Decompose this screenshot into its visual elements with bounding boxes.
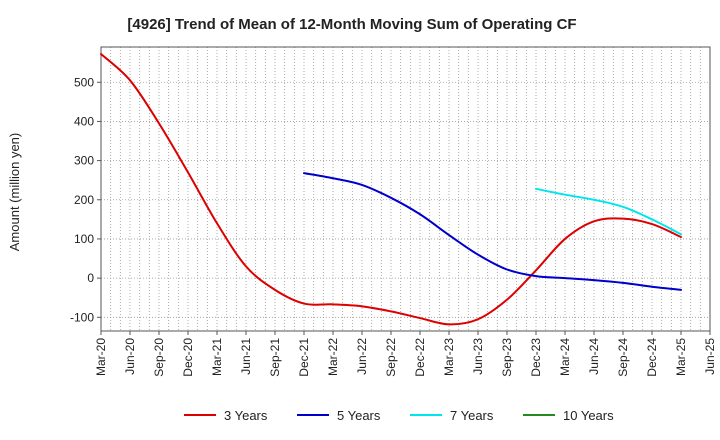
x-axis-ticks: Mar-20 Jun-20 Sep-20 Dec-20 Mar-21 Jun-21 Sep-… [94, 331, 717, 377]
x-tick-label: Jun-24 [587, 338, 601, 375]
x-tick-label: Mar-23 [442, 338, 456, 376]
y-axis-label: Amount (million yen) [7, 133, 22, 252]
x-tick-label: Dec-23 [529, 338, 543, 377]
legend: 3 Years 5 Years 7 Years 10 Years [184, 408, 614, 423]
x-tick-label: Mar-24 [558, 338, 572, 376]
series-line-5-years [303, 172, 682, 291]
x-tick-label: Jun-20 [123, 338, 137, 375]
y-tick-label: -100 [70, 310, 94, 324]
x-tick-label: Dec-22 [413, 338, 427, 377]
y-tick-label: 100 [74, 232, 94, 246]
x-tick-label: Jun-21 [239, 338, 253, 375]
x-tick-label: Sep-24 [616, 338, 630, 377]
grid [101, 47, 710, 331]
x-tick-label: Jun-23 [471, 338, 485, 375]
x-tick-label: Dec-21 [297, 338, 311, 377]
x-tick-label: Sep-20 [152, 338, 166, 377]
y-tick-label: 0 [87, 271, 94, 285]
x-tick-label: Sep-23 [500, 338, 514, 377]
y-axis-ticks: -100 0 100 200 300 400 500 [70, 75, 101, 324]
x-tick-label: Jun-22 [355, 338, 369, 375]
x-tick-label: Dec-24 [645, 338, 659, 377]
series-line-7-years [535, 187, 682, 236]
x-tick-label: Mar-25 [674, 338, 688, 376]
x-tick-label: Dec-20 [181, 338, 195, 377]
legend-label-3-years: 3 Years [224, 408, 268, 423]
x-tick-label: Jun-25 [703, 338, 717, 375]
chart-title: [4926] Trend of Mean of 12-Month Moving … [127, 16, 576, 33]
y-tick-label: 300 [74, 154, 94, 168]
x-tick-label: Sep-22 [384, 338, 398, 377]
series-line-3-years [100, 53, 682, 326]
y-tick-label: 500 [74, 75, 94, 89]
legend-label-7-years: 7 Years [450, 408, 494, 423]
x-tick-label: Mar-21 [210, 338, 224, 376]
x-tick-label: Mar-22 [326, 338, 340, 376]
x-tick-label: Sep-21 [268, 338, 282, 377]
x-tick-label: Mar-20 [94, 338, 108, 376]
y-tick-label: 200 [74, 193, 94, 207]
plot-area [100, 46, 711, 332]
series-lines [100, 53, 682, 326]
y-tick-label: 400 [74, 114, 94, 128]
legend-label-10-years: 10 Years [563, 408, 614, 423]
legend-label-5-years: 5 Years [337, 408, 381, 423]
